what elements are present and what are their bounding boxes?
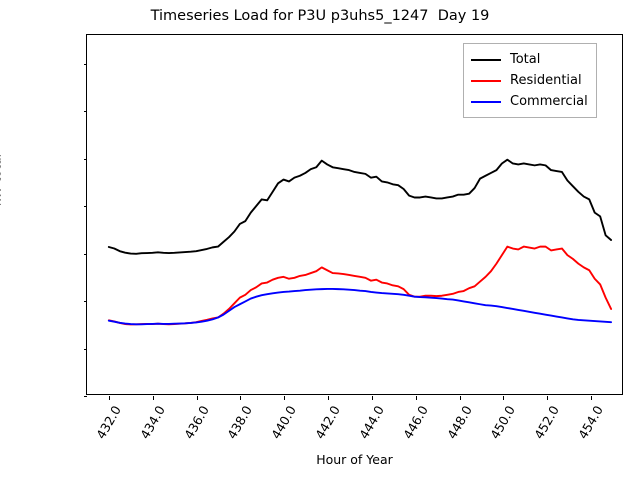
y-tick-mark	[83, 63, 87, 65]
legend-swatch	[471, 100, 501, 103]
x-tick-mark	[240, 396, 242, 400]
x-tick-mark	[371, 396, 373, 400]
legend-entry: Total	[471, 49, 588, 70]
x-tick-mark	[328, 396, 330, 400]
legend-label: Residential	[510, 73, 582, 88]
legend-entry: Residential	[471, 70, 588, 91]
series-line	[109, 160, 611, 254]
x-tick-label: 434.0	[136, 403, 168, 442]
x-tick-mark	[152, 396, 154, 400]
x-tick-label: 436.0	[180, 403, 212, 442]
x-tick-label: 442.0	[312, 403, 344, 442]
x-tick-mark	[284, 396, 286, 400]
x-axis-label: Hour of Year	[316, 452, 393, 467]
x-tick-mark	[415, 396, 417, 400]
x-tick-label: 448.0	[443, 403, 475, 442]
x-tick-label: 446.0	[399, 403, 431, 442]
y-tick-mark	[83, 111, 87, 112]
x-tick-mark	[196, 396, 198, 400]
series-line	[109, 289, 611, 324]
y-tick-mark	[83, 253, 87, 255]
chart-legend: Total Residential Commercial	[463, 43, 597, 118]
x-tick-label: 452.0	[531, 403, 563, 442]
x-tick-mark	[547, 396, 549, 400]
y-axis-label: kW total	[0, 153, 4, 207]
x-tick-label: 450.0	[487, 403, 519, 442]
x-tick-label: 444.0	[356, 403, 387, 442]
legend-swatch	[471, 58, 501, 61]
legend-label: Commercial	[510, 94, 588, 109]
y-tick-mark	[83, 396, 87, 397]
x-tick-label: 440.0	[268, 403, 300, 442]
x-tick-label: 438.0	[224, 403, 256, 442]
y-tick-mark	[83, 301, 87, 302]
chart-title: Timeseries Load for P3U p3uhs5_1247 Day …	[150, 8, 490, 24]
legend-label: Total	[510, 52, 541, 67]
x-tick-mark	[503, 396, 505, 400]
x-tick-mark	[459, 396, 461, 400]
x-tick-label: 454.0	[575, 403, 607, 442]
legend-swatch	[471, 79, 501, 82]
y-tick-mark	[83, 158, 87, 160]
x-tick-mark	[591, 396, 593, 400]
plot-lines	[87, 35, 622, 394]
y-tick-mark	[83, 206, 87, 207]
x-tick-mark	[108, 396, 110, 400]
x-tick-label: 432.0	[93, 403, 124, 442]
legend-entry: Commercial	[471, 91, 588, 112]
y-tick-mark	[83, 348, 87, 350]
